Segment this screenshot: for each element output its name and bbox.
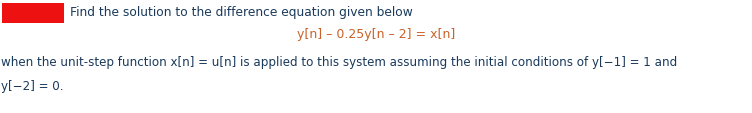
Text: when the unit-step function x[n] = u[n] is applied to this system assuming the i: when the unit-step function x[n] = u[n] … <box>1 55 678 68</box>
Text: y[−2] = 0.: y[−2] = 0. <box>1 79 63 92</box>
Text: Find the solution to the difference equation given below: Find the solution to the difference equa… <box>70 6 413 19</box>
Text: y[n] – 0.25y[n – 2] = x[n]: y[n] – 0.25y[n – 2] = x[n] <box>297 28 455 41</box>
Bar <box>2 4 64 24</box>
